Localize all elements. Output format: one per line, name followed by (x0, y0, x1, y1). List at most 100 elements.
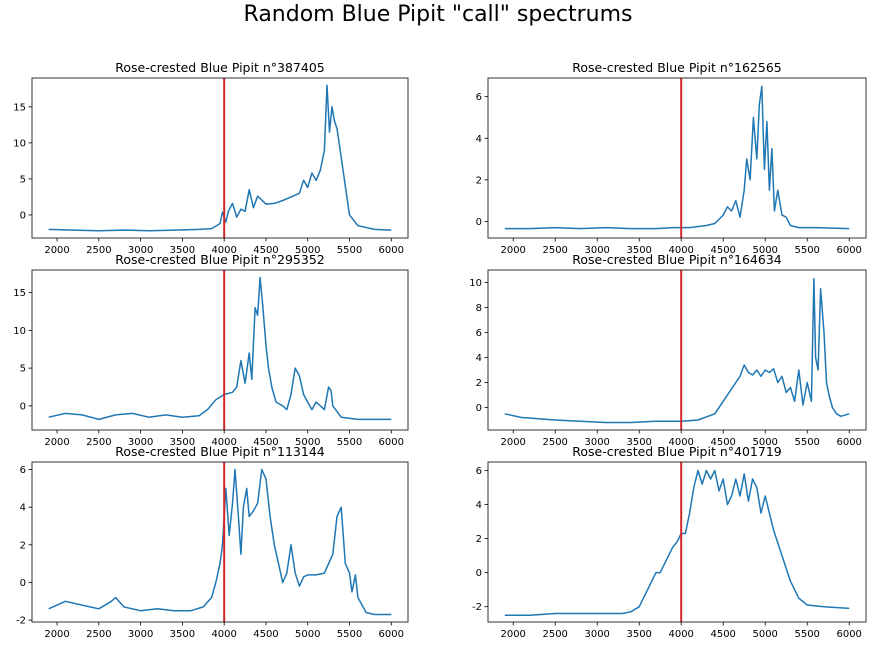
subplot-3: Rose-crested Blue Pipit n°295352 2000 2500… (13, 252, 409, 448)
x-tick-label: 3500 (170, 245, 195, 256)
x-tick-label: 4000 (211, 629, 236, 640)
y-tick-label: 6 (476, 328, 482, 339)
x-tick-label: 3000 (128, 629, 153, 640)
y-tick-label: 5 (20, 364, 26, 375)
x-tick-label: 4000 (211, 245, 236, 256)
x-tick-label: 2500 (86, 629, 111, 640)
x-tick-label: 3000 (128, 245, 153, 256)
y-tick-label: 2 (476, 175, 482, 186)
y-tick-label: 6 (20, 465, 26, 476)
axes-frame (31, 461, 409, 623)
x-tick-label: 3000 (584, 245, 609, 256)
y-tick-label: 0 (20, 210, 26, 221)
x-tick-label: 5000 (752, 437, 777, 448)
x-tick-label: 2000 (44, 437, 69, 448)
x-tick-label: 5500 (794, 437, 819, 448)
x-tick-label: 2500 (86, 437, 111, 448)
y-tick-label: -2 (16, 616, 26, 627)
x-tick-label: 6000 (836, 437, 861, 448)
y-tick-label: 10 (13, 326, 26, 337)
x-tick-label: 4500 (710, 437, 735, 448)
x-tick-label: 5500 (794, 629, 819, 640)
axes-frame (31, 269, 409, 431)
x-tick-label: 5500 (794, 245, 819, 256)
x-tick-label: 4000 (668, 629, 693, 640)
x-tick-label: 6000 (836, 245, 861, 256)
figure-title: Random Blue Pipit "call" spectrums (243, 2, 633, 27)
x-tick-label: 5000 (752, 629, 777, 640)
y-tick-label: 6 (476, 92, 482, 103)
y-tick-label: 0 (476, 403, 482, 414)
x-tick-label: 6000 (836, 629, 861, 640)
x-tick-label: 5500 (337, 437, 362, 448)
x-tick-label: 6000 (379, 245, 404, 256)
x-tick-label: 2000 (44, 629, 69, 640)
x-tick-label: 2500 (542, 245, 567, 256)
x-tick-label: 3500 (626, 245, 651, 256)
subplot-1: Rose-crested Blue Pipit n°387405 2000 2500… (13, 60, 409, 256)
x-tick-label: 5500 (337, 629, 362, 640)
y-tick-label: 10 (13, 138, 26, 149)
axes-frame (31, 77, 409, 239)
axes-frame (487, 77, 867, 239)
x-tick-label: 5000 (752, 245, 777, 256)
x-tick-label: 3000 (584, 629, 609, 640)
x-tick-label: 2500 (542, 629, 567, 640)
x-tick-label: 6000 (379, 437, 404, 448)
axes-frame (487, 269, 867, 431)
series-line (48, 276, 392, 421)
x-tick-label: 5000 (295, 437, 320, 448)
y-tick-label: 5 (20, 174, 26, 185)
x-tick-label: 3000 (584, 437, 609, 448)
y-tick-label: 4 (476, 353, 482, 364)
series-line (48, 468, 392, 616)
y-tick-label: 15 (13, 102, 26, 113)
x-tick-label: 3500 (626, 629, 651, 640)
x-tick-label: 5000 (295, 629, 320, 640)
y-tick-label: -2 (472, 602, 482, 613)
subplot-title: Rose-crested Blue Pipit n°387405 (115, 60, 324, 75)
x-tick-label: 2000 (500, 245, 525, 256)
x-tick-label: 3500 (170, 629, 195, 640)
y-tick-label: 4 (20, 503, 26, 514)
axes-frame (487, 461, 867, 623)
subplot-5: Rose-crested Blue Pipit n°113144 2000 2500… (16, 444, 409, 640)
series-line (504, 85, 850, 230)
x-tick-label: 3500 (626, 437, 651, 448)
y-tick-label: 0 (20, 401, 26, 412)
y-tick-label: 2 (476, 534, 482, 545)
x-tick-label: 4000 (668, 437, 693, 448)
x-tick-label: 2000 (500, 629, 525, 640)
y-tick-label: 0 (476, 217, 482, 228)
y-tick-label: 6 (476, 466, 482, 477)
x-tick-label: 4500 (253, 245, 278, 256)
y-tick-label: 2 (476, 378, 482, 389)
y-tick-label: 4 (476, 500, 482, 511)
x-tick-label: 2500 (542, 437, 567, 448)
x-tick-label: 3000 (128, 437, 153, 448)
y-tick-label: 0 (476, 568, 482, 579)
x-tick-label: 5500 (337, 245, 362, 256)
y-tick-label: 0 (20, 578, 26, 589)
subplot-title: Rose-crested Blue Pipit n°295352 (115, 252, 324, 267)
y-tick-label: 4 (476, 134, 482, 145)
x-tick-label: 4500 (710, 245, 735, 256)
y-tick-label: 15 (13, 288, 26, 299)
x-tick-label: 4000 (668, 245, 693, 256)
x-tick-label: 4500 (710, 629, 735, 640)
x-tick-label: 4500 (253, 629, 278, 640)
x-tick-label: 4500 (253, 437, 278, 448)
series-line (48, 84, 392, 232)
series-line (504, 278, 850, 424)
x-tick-label: 5000 (295, 245, 320, 256)
subplot-title: Rose-crested Blue Pipit n°113144 (115, 444, 325, 459)
subplot-title: Rose-crested Blue Pipit n°164634 (572, 252, 782, 267)
x-tick-label: 2500 (86, 245, 111, 256)
y-tick-label: 10 (469, 278, 482, 289)
subplot-title: Rose-crested Blue Pipit n°401719 (572, 444, 782, 459)
x-tick-label: 6000 (379, 629, 404, 640)
